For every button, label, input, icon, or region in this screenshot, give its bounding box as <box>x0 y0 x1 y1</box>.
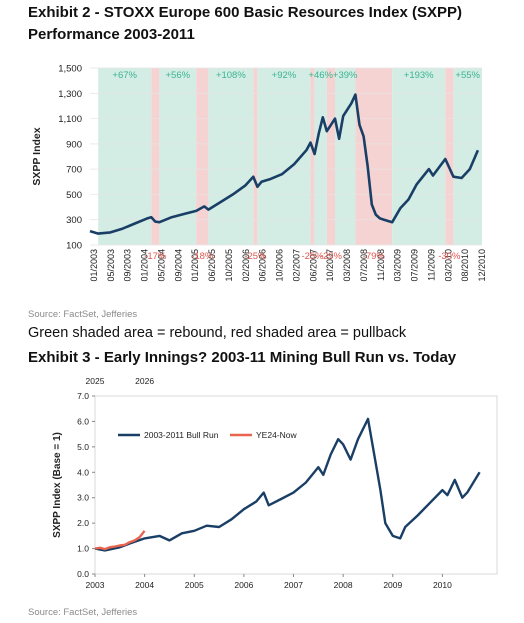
x-tick-label: 09/2003 <box>123 249 133 282</box>
pullback-label: -18% <box>191 251 214 262</box>
rebound-label: +56% <box>166 70 191 81</box>
y-tick-label: 100 <box>66 241 82 252</box>
y-tick-label: 1.0 <box>77 544 89 554</box>
y-tick-label: 2.0 <box>77 518 89 528</box>
rebound-region-0 <box>98 68 152 245</box>
top-x-tick-label: 2025 <box>86 376 105 386</box>
x-tick-label: 2003 <box>86 580 105 590</box>
x-tick-label: 10/2005 <box>224 249 234 282</box>
pullback-label: -17% <box>144 251 167 262</box>
x-tick-label: 07/2008 <box>359 249 369 282</box>
pullback-label: -29% <box>320 251 343 262</box>
y-tick-label: 6.0 <box>77 416 89 426</box>
y-tick-label: 0.0 <box>77 569 89 579</box>
exhibit2-title-line2: Performance 2003-2011 <box>28 26 195 43</box>
exhibit2-title-line1: Exhibit 2 - STOXX Europe 600 Basic Resou… <box>28 4 463 21</box>
y-tick-label: 500 <box>66 190 82 201</box>
exhibit3-title: Exhibit 3 - Early Innings? 2003-11 Minin… <box>28 349 457 366</box>
x-tick-label: 03/2010 <box>443 249 453 282</box>
x-tick-label: 06/2005 <box>207 249 217 282</box>
rebound-label: +67% <box>112 70 137 81</box>
rebound-label: +108% <box>216 70 246 81</box>
exhibit2-source: Source: FactSet, Jefferies <box>28 309 138 320</box>
x-tick-label: 06/2006 <box>258 249 268 282</box>
pullback-label: -25% <box>301 251 324 262</box>
plot-frame <box>94 395 498 575</box>
x-tick-label: 02/2007 <box>291 249 301 282</box>
pullback-region-1 <box>151 68 160 245</box>
x-tick-label: 07/2009 <box>410 249 420 282</box>
pullback-region-7 <box>310 68 315 245</box>
y-tick-label: 1,500 <box>58 64 82 75</box>
rebound-region-14 <box>453 68 482 245</box>
exhibit2-chart: 100 300 500 700 900 1,100 1,300 1,500 SXPP Index… <box>31 64 487 282</box>
x-tick-label: 2010 <box>433 580 452 590</box>
x-tick-label: 11/2009 <box>426 249 436 281</box>
y-tick-label: 1,300 <box>58 89 82 100</box>
rebound-region-10 <box>335 68 356 245</box>
x-tick-label: 2005 <box>185 580 204 590</box>
y-axis-label: SXPP Index <box>31 127 43 185</box>
y-tick-label: 3.0 <box>77 493 89 503</box>
rebound-region-12 <box>392 68 446 245</box>
x-tick-label: 2006 <box>234 580 253 590</box>
pullback-label: -30% <box>438 251 461 262</box>
rebound-label: +46% <box>308 70 333 81</box>
exhibit3-source: Source: FactSet, Jefferies <box>28 607 138 618</box>
x-tick-label: 02/2006 <box>241 249 251 282</box>
ye24-now-line <box>94 530 146 551</box>
y-tick-label: 700 <box>66 165 82 176</box>
top-x-tick-label: 2026 <box>135 376 154 386</box>
y-tick-label: 7.0 <box>77 391 89 401</box>
rebound-label: +193% <box>404 70 434 81</box>
x-tick-label: 05/2003 <box>106 249 116 282</box>
rebound-region-8 <box>314 68 327 245</box>
sxpp-index-line <box>89 93 480 235</box>
pullback-region-3 <box>196 68 209 245</box>
pullback-region-5 <box>253 68 258 245</box>
x-tick-label: 12/2010 <box>477 249 487 282</box>
legend-label: YE24-Now <box>256 430 297 440</box>
x-tick-label: 2008 <box>334 580 353 590</box>
exhibit3-chart: 0.0 1.0 2.0 3.0 4.0 5.0 6.0 7.0 SXPP Index (Base… <box>52 376 498 590</box>
y-tick-label: 1,100 <box>58 114 82 125</box>
bull-run-line <box>94 417 481 552</box>
y-axis-label: SXPP Index (Base = 1) <box>52 432 63 538</box>
x-tick-label: 08/2010 <box>460 249 470 282</box>
rebound-label: +39% <box>333 70 358 81</box>
x-tick-label: 11/2008 <box>376 249 386 281</box>
rebound-region-4 <box>208 68 254 245</box>
x-tick-label: 01/2003 <box>89 249 99 282</box>
pullback-label: -25% <box>244 251 267 262</box>
x-tick-label: 2007 <box>284 580 303 590</box>
y-tick-label: 300 <box>66 215 82 226</box>
x-tick-label: 2004 <box>135 580 154 590</box>
pullback-label: -79% <box>363 251 386 262</box>
pullback-region-11 <box>355 68 393 245</box>
x-tick-label: 06/2007 <box>308 249 318 282</box>
x-tick-label: 10/2007 <box>325 249 335 282</box>
rebound-label: +92% <box>272 70 297 81</box>
x-tick-label: 01/2005 <box>190 249 200 282</box>
pullback-region-13 <box>445 68 454 245</box>
exhibit2-shading-note: Green shaded area = rebound, red shaded … <box>28 325 407 341</box>
x-tick-label: 01/2004 <box>140 249 150 282</box>
rebound-label: +55% <box>455 70 480 81</box>
y-tick-label: 5.0 <box>77 442 89 452</box>
rebound-region-2 <box>159 68 197 245</box>
x-tick-label: 09/2004 <box>173 249 183 282</box>
y-tick-label: 900 <box>66 139 82 150</box>
x-tick-label: 03/2008 <box>342 249 352 282</box>
pullback-region-9 <box>326 68 335 245</box>
x-tick-label: 05/2004 <box>156 249 166 282</box>
x-tick-label: 10/2006 <box>275 249 285 282</box>
y-tick-label: 4.0 <box>77 467 89 477</box>
x-tick-label: 03/2009 <box>393 249 403 282</box>
x-tick-label: 2009 <box>383 580 402 590</box>
legend-label: 2003-2011 Bull Run <box>144 430 219 440</box>
